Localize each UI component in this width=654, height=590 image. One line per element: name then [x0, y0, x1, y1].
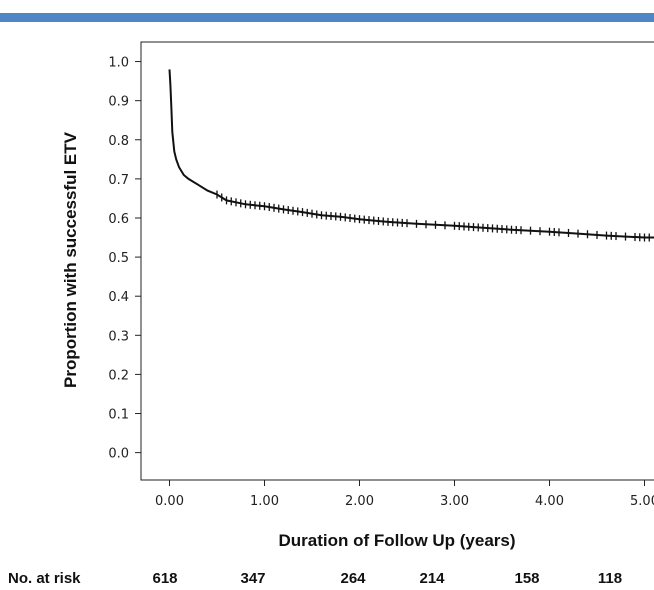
risk-value: 347 — [240, 570, 265, 587]
x-tick-label: 5.00 — [630, 494, 654, 509]
y-tick-label: 0.4 — [108, 290, 129, 305]
risk-value: 118 — [598, 570, 622, 587]
x-tick-label: 1.00 — [250, 494, 279, 509]
survival-curve — [168, 69, 654, 239]
x-tick-label: 3.00 — [440, 494, 469, 509]
y-tick-label: 0.6 — [108, 212, 129, 227]
y-tick-label: 0.9 — [108, 95, 129, 110]
y-tick-label: 0.0 — [108, 447, 129, 462]
risk-value: 264 — [340, 570, 366, 587]
risk-value: 214 — [419, 570, 445, 587]
y-tick-label: 0.1 — [108, 408, 129, 423]
y-tick-label: 0.3 — [108, 329, 129, 344]
y-tick-label: 0.5 — [108, 251, 129, 266]
x-tick-label: 0.00 — [155, 494, 184, 509]
x-axis-title: Duration of Follow Up (years) — [278, 531, 515, 550]
y-tick-label: 0.7 — [108, 173, 129, 188]
y-tick-label: 0.8 — [108, 134, 129, 149]
risk-value: 158 — [514, 570, 539, 587]
y-tick-label: 0.2 — [108, 368, 129, 383]
risk-value: 618 — [152, 570, 177, 587]
plot-frame — [140, 41, 654, 481]
y-axis-title: Proportion with successful ETV — [61, 131, 80, 388]
x-tick-label: 4.00 — [535, 494, 564, 509]
y-tick-label: 1.0 — [108, 56, 129, 71]
x-tick-label: 2.00 — [345, 494, 374, 509]
top-banner — [0, 13, 654, 22]
risk-table-label: No. at risk — [8, 570, 81, 587]
